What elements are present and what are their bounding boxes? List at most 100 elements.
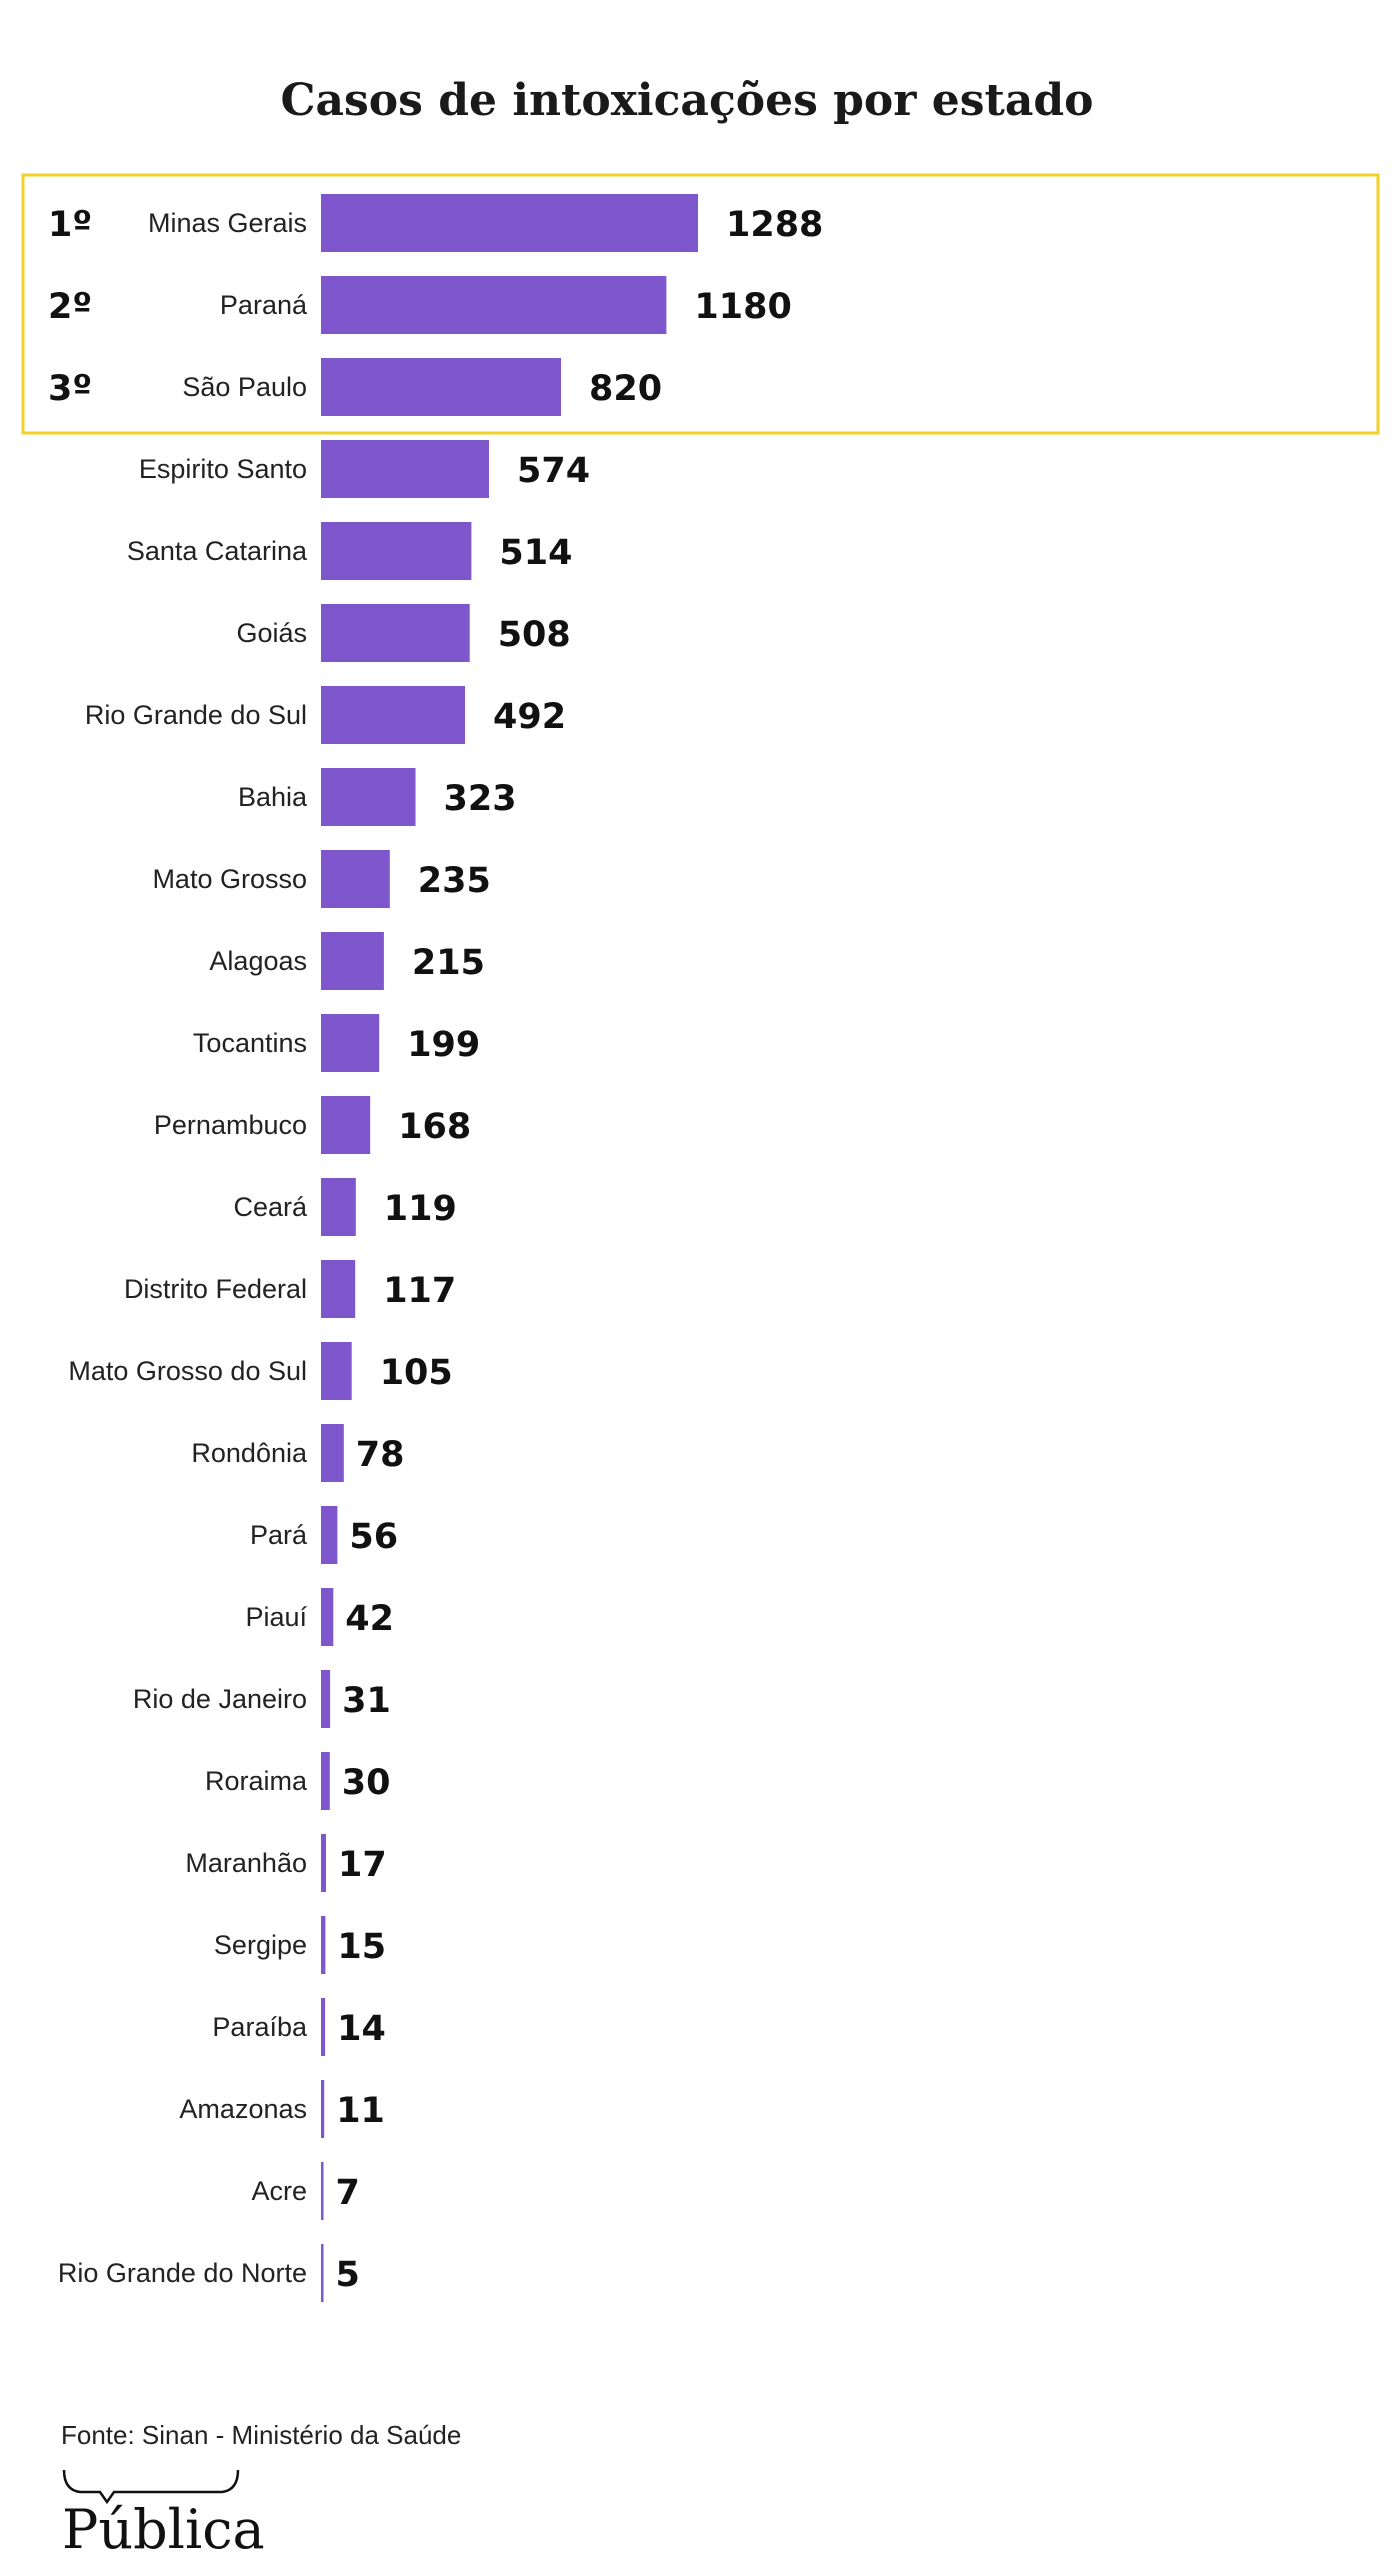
- rank-label: 1º: [48, 205, 92, 245]
- bar: [321, 1178, 356, 1236]
- category-label: Rondônia: [191, 1438, 308, 1468]
- bar: [321, 522, 472, 580]
- category-label: Roraima: [205, 1766, 308, 1796]
- rank-label: 3º: [48, 369, 92, 409]
- category-label: Tocantins: [193, 1028, 307, 1058]
- bar: [321, 194, 698, 252]
- logo-text: Pública: [62, 2498, 265, 2554]
- category-label: Acre: [251, 2176, 307, 2206]
- bar-row-sao-paulo: São Paulo 820 3º: [48, 358, 662, 416]
- bar-row-sergipe: Sergipe 15: [214, 1916, 386, 1974]
- data-label: 199: [407, 1025, 480, 1065]
- bar: [321, 440, 489, 498]
- rank-label: 2º: [48, 287, 92, 327]
- bar-row-rio-grande-do-sul: Rio Grande do Sul 492: [85, 686, 566, 744]
- bar-row-para: Pará 56: [250, 1506, 398, 1564]
- bar: [321, 1014, 380, 1072]
- category-label: São Paulo: [182, 372, 307, 402]
- bar-row-mato-grosso-do-sul: Mato Grosso do Sul 105: [68, 1342, 453, 1400]
- bar: [321, 1260, 356, 1318]
- category-label: Mato Grosso do Sul: [68, 1356, 307, 1386]
- data-label: 820: [589, 369, 662, 409]
- data-label: 11: [336, 2091, 385, 2131]
- data-label: 7: [336, 2173, 360, 2213]
- bar: [321, 1752, 330, 1810]
- category-label: Bahia: [238, 782, 308, 812]
- data-label: 215: [412, 943, 485, 983]
- data-label: 1288: [726, 205, 823, 245]
- bar-row-rondonia: Rondônia 78: [191, 1424, 405, 1482]
- bar-row-roraima: Roraima 30: [205, 1752, 391, 1810]
- bar: [321, 2080, 325, 2138]
- category-label: Maranhão: [185, 1848, 307, 1878]
- data-label: 514: [499, 533, 572, 573]
- bar-row-goias: Goiás 508: [236, 604, 571, 662]
- category-label: Amazonas: [179, 2094, 307, 2124]
- bar-row-acre: Acre 7: [251, 2162, 360, 2220]
- category-label: Rio Grande do Sul: [85, 700, 307, 730]
- bar-row-distrito-federal: Distrito Federal 117: [124, 1260, 456, 1318]
- category-label: Distrito Federal: [124, 1274, 307, 1304]
- data-label: 56: [349, 1517, 398, 1557]
- data-label: 117: [383, 1271, 456, 1311]
- bar: [321, 1506, 338, 1564]
- bar-row-ceara: Ceará 119: [233, 1178, 457, 1236]
- bars-group: Minas Gerais 1288 1º Paraná 1180 2º São Paulo 8…: [48, 194, 823, 2302]
- category-label: Goiás: [236, 618, 307, 648]
- data-label: 42: [345, 1599, 394, 1639]
- bar-row-rio-grande-do-norte: Rio Grande do Norte 5: [58, 2244, 360, 2302]
- data-label: 119: [384, 1189, 457, 1229]
- bar-row-piaui: Piauí 42: [245, 1588, 394, 1646]
- source-note: Fonte: Sinan - Ministério da Saúde: [61, 2420, 461, 2450]
- category-label: Paraíba: [212, 2012, 308, 2042]
- bar: [321, 358, 561, 416]
- data-label: 235: [418, 861, 491, 901]
- category-label: Paraná: [220, 290, 308, 320]
- bar-row-minas-gerais: Minas Gerais 1288 1º: [48, 194, 823, 252]
- data-label: 17: [338, 1845, 387, 1885]
- category-label: Espirito Santo: [139, 454, 307, 484]
- top-three-highlight: [21, 173, 1380, 435]
- bar-row-santa-catarina: Santa Catarina 514: [127, 522, 572, 580]
- category-label: Rio Grande do Norte: [58, 2258, 307, 2288]
- bar: [321, 850, 390, 908]
- data-label: 5: [336, 2255, 360, 2295]
- bar: [321, 2244, 324, 2302]
- bar-row-bahia: Bahia 323: [238, 768, 517, 826]
- speech-bubble-icon: [62, 2469, 240, 2505]
- bar: [321, 686, 465, 744]
- bar: [321, 1588, 334, 1646]
- bar: [321, 1096, 371, 1154]
- data-label: 508: [498, 615, 571, 655]
- bar-row-pernambuco: Pernambuco 168: [154, 1096, 471, 1154]
- data-label: 323: [444, 779, 517, 819]
- bar: [321, 1342, 352, 1400]
- data-label: 105: [380, 1353, 453, 1393]
- bar: [321, 604, 470, 662]
- bar-row-tocantins: Tocantins 199: [193, 1014, 480, 1072]
- data-label: 574: [517, 451, 590, 491]
- category-label: Rio de Janeiro: [133, 1684, 307, 1714]
- category-label: Pernambuco: [154, 1110, 307, 1140]
- bar: [321, 932, 384, 990]
- bar-row-alagoas: Alagoas 215: [209, 932, 485, 990]
- data-label: 1180: [694, 287, 791, 327]
- data-label: 14: [337, 2009, 386, 2049]
- bar-row-paraiba: Paraíba 14: [212, 1998, 386, 2056]
- data-label: 31: [342, 1681, 391, 1721]
- category-label: Pará: [250, 1520, 308, 1550]
- bar: [321, 768, 416, 826]
- data-label: 30: [342, 1763, 391, 1803]
- bar-row-parana: Paraná 1180 2º: [48, 276, 792, 334]
- bar: [321, 1834, 326, 1892]
- bar: [321, 1670, 331, 1728]
- bar: [321, 1424, 344, 1482]
- category-label: Santa Catarina: [127, 536, 308, 566]
- bar-row-espirito-santo: Espirito Santo 574: [139, 440, 590, 498]
- publica-logo: Pública: [62, 2469, 265, 2554]
- category-label: Mato Grosso: [152, 864, 307, 894]
- bar: [321, 1998, 326, 2056]
- data-label: 168: [398, 1107, 471, 1147]
- bar-row-amazonas: Amazonas 11: [179, 2080, 385, 2138]
- data-label: 78: [356, 1435, 405, 1475]
